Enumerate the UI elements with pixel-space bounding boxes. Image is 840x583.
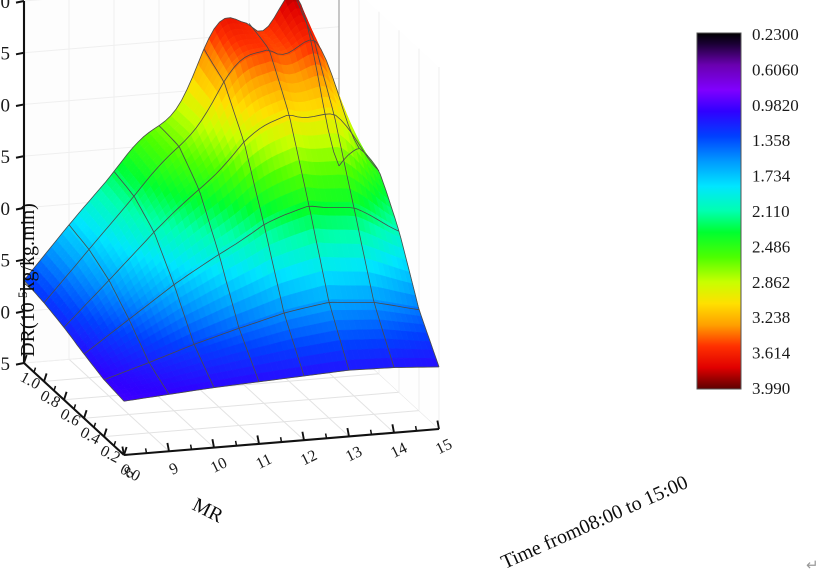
y-tick-label: 11 [253,451,274,473]
y-axis-minor-tick [369,429,373,435]
x-axis-minor-tick [73,404,77,410]
y-axis-tick [391,424,395,433]
colorbar-tick-label: 2.110 [752,202,790,221]
surface-wireframe [103,301,420,381]
y-axis-minor-tick [234,440,238,446]
x-axis-minor-tick [33,367,37,373]
y-tick-label: 13 [343,443,365,465]
z-title-superscript: -5 [15,292,30,303]
z-axis-tick [15,155,25,159]
z-axis-tick [15,0,25,4]
colorbar-gradient [697,33,741,389]
surface-wireframe [63,113,380,328]
y-axis-tick [166,442,170,452]
y-tick-label: 12 [298,447,320,469]
z-axis-tick [15,51,25,56]
floor-gridline [68,358,170,452]
surface-wireframe [68,224,170,395]
surface-wireframe [113,171,215,388]
axis-lines [15,0,440,457]
pilcrow-artifact: ↵ [806,557,819,574]
y-axis-tick [256,435,260,445]
y-axis-tick [436,420,440,430]
surface-wireframe [23,0,340,281]
surface-wireframe [43,39,360,304]
z-title-part1: DR(10 [17,302,39,356]
colorbar-tick-label: 1.734 [752,167,791,186]
y-axis-minor-tick [324,433,328,439]
x-axis-minor-tick [53,385,57,391]
surface-wireframe [248,23,350,371]
z-axis-tick [15,258,25,263]
colorbar-tick-label: 1.358 [752,131,790,150]
surface-wireframe [83,205,400,355]
colorbar-tick-label: 0.2300 [752,25,799,44]
surface-wireframe [296,0,395,368]
z-tick-label: 3.5 [0,44,10,65]
z-axis-tick [15,206,25,211]
z-tick-label: 1.0 [0,302,10,323]
colorbar-tick-label: 2.862 [752,273,790,292]
y-axis-tick [301,431,305,441]
x-axis-tick [63,391,68,401]
z-axis-tick [15,310,25,314]
surface-wireframe [123,366,440,402]
floor-gridline [103,410,420,438]
y-axis-minor-tick [144,448,148,454]
colorbar-tick-labels: 0.2300 0.6060 0.9820 1.358 1.734 2.110 2.486 2.… [752,25,799,398]
y-axis-tick [211,438,215,448]
z-tick-label: 2.5 [0,147,10,168]
y-axis-minor-tick [189,444,193,450]
y-axis-title: Time from08:00 to 15:00 [498,471,692,573]
x-axis-minor-tick [93,422,97,428]
z-axis-title: DR(10-5kg/kg.min) [15,203,40,357]
y-axis-minor-tick [279,437,283,443]
z-axis-tick [15,103,25,108]
z-tick-label: 0.5 [0,354,10,375]
x-axis-tick [103,428,108,437]
x-axis-tick [23,354,28,364]
surface-mesh [23,0,440,402]
z-tick-label: 1.5 [0,251,10,272]
z-title-part2: kg/kg.min) [17,203,39,291]
y-tick-label: 15 [433,436,455,458]
colorbar-tick-label: 3.614 [752,344,791,363]
surface-wireframe [203,48,305,377]
y-tick-label: 9 [167,460,182,479]
y-axis-tick [121,446,125,456]
z-tick-label: 3.0 [0,95,10,116]
colorbar-tick-label: 3.990 [752,379,790,398]
colorbar-frame [696,32,742,390]
y-tick-label: 14 [388,440,410,462]
y-axis-tick [346,427,350,437]
colorbar-tick-label: 3.238 [752,308,790,327]
x-axis-title: MR [189,494,227,528]
x-axis-minor-tick [113,440,117,447]
y-axis-minor-tick [414,425,418,431]
colorbar[interactable] [696,32,742,390]
surface-wireframe [158,125,260,382]
z-tick-label: 2.0 [0,199,10,220]
z-tick-label: 4.0 [0,0,10,13]
z-axis-tick [15,362,25,366]
x-axis-tick [43,373,48,382]
x-axis-tick [83,409,88,419]
floor-gridline [83,391,400,419]
surface-wireframe [23,280,125,402]
colorbar-tick-label: 2.486 [752,237,790,256]
colorbar-tick-label: 0.6060 [752,60,799,79]
y-tick-label: 10 [208,454,230,476]
surface-wireframe [338,148,440,368]
colorbar-tick-label: 0.9820 [752,96,799,115]
